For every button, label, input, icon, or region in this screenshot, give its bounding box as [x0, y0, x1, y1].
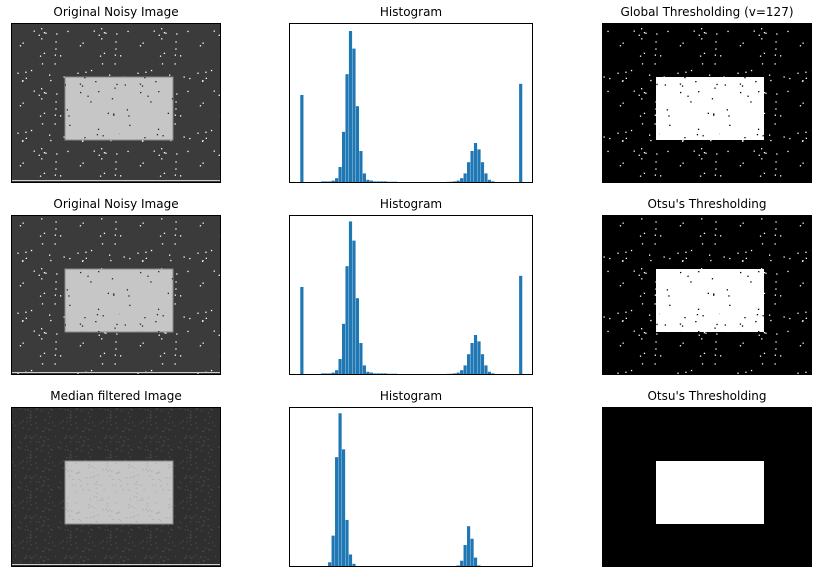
- bar: [352, 49, 355, 183]
- bar: [345, 266, 348, 375]
- frame: [290, 216, 533, 375]
- bar: [359, 151, 362, 183]
- panel-title: Median filtered Image: [50, 389, 182, 403]
- image: [602, 23, 812, 183]
- bar: [467, 526, 470, 567]
- bar: [484, 365, 487, 375]
- bar: [484, 173, 487, 183]
- bar: [342, 449, 345, 567]
- noise: [65, 461, 173, 524]
- image: [602, 407, 812, 567]
- chart-title: Histogram: [380, 389, 442, 403]
- chart-title: Histogram: [380, 5, 442, 19]
- bar: [477, 149, 480, 183]
- bar: [338, 167, 341, 183]
- frame: [290, 408, 533, 567]
- panel-title: Original Noisy Image: [53, 197, 178, 211]
- bar: [342, 324, 345, 375]
- bar: [519, 276, 522, 375]
- edge-line: [11, 180, 221, 181]
- image: [11, 215, 221, 375]
- bar: [363, 173, 366, 183]
- edge-line: [11, 564, 221, 565]
- bar: [519, 84, 522, 183]
- bar: [332, 536, 335, 567]
- bar: [300, 287, 303, 375]
- bar: [349, 221, 352, 375]
- noise: [65, 77, 173, 140]
- bar: [349, 31, 352, 183]
- edge-line: [11, 372, 221, 373]
- bar: [474, 143, 477, 183]
- bar: [356, 298, 359, 375]
- bar: [345, 74, 348, 183]
- noise: [656, 77, 764, 140]
- bar: [481, 354, 484, 375]
- bar: [345, 520, 348, 567]
- bar: [349, 554, 352, 567]
- bar: [352, 241, 355, 375]
- bar: [470, 539, 473, 567]
- bar: [474, 558, 477, 567]
- panel-title: Global Thresholding (v=127): [620, 5, 793, 19]
- bar: [464, 173, 467, 183]
- noise: [656, 269, 764, 332]
- bright-region: [656, 461, 764, 524]
- bar: [467, 162, 470, 183]
- panel-title: Otsu's Thresholding: [647, 389, 766, 403]
- image: [602, 215, 812, 375]
- chart-title: Histogram: [380, 197, 442, 211]
- bar: [481, 162, 484, 183]
- panel-title: Original Noisy Image: [53, 5, 178, 19]
- bar: [474, 335, 477, 375]
- noise: [65, 269, 173, 332]
- bar: [464, 365, 467, 375]
- bar: [338, 413, 341, 567]
- bar: [467, 354, 470, 375]
- image: [11, 407, 221, 567]
- bar: [464, 545, 467, 567]
- bar: [470, 343, 473, 375]
- image: [11, 23, 221, 183]
- bar: [359, 343, 362, 375]
- bar: [363, 365, 366, 375]
- frame: [290, 24, 533, 183]
- bar: [335, 457, 338, 567]
- bar: [356, 106, 359, 183]
- bar: [338, 359, 341, 375]
- panel-title: Otsu's Thresholding: [647, 197, 766, 211]
- bar: [477, 341, 480, 375]
- bar: [342, 132, 345, 183]
- bar: [470, 151, 473, 183]
- bar: [300, 95, 303, 183]
